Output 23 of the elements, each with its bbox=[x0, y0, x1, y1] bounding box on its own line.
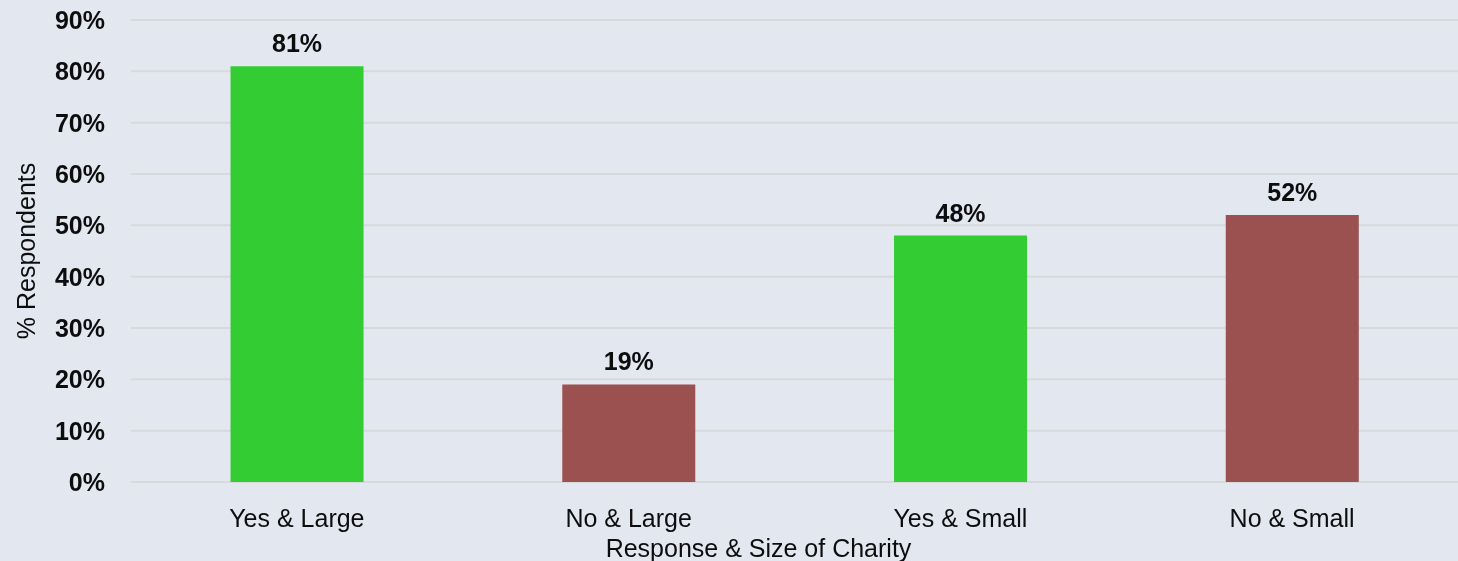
bar bbox=[1225, 215, 1359, 482]
bar bbox=[894, 235, 1028, 482]
y-tick-label: 30% bbox=[54, 314, 105, 342]
x-tick-label: Yes & Small bbox=[893, 504, 1028, 532]
y-tick-label: 0% bbox=[68, 468, 105, 496]
y-tick-label: 90% bbox=[54, 6, 105, 34]
data-label: 52% bbox=[1267, 178, 1318, 207]
data-label: 19% bbox=[603, 347, 654, 376]
y-tick-label: 10% bbox=[54, 416, 105, 445]
y-axis-title: % Respondents bbox=[12, 162, 40, 340]
y-tick-label: 50% bbox=[54, 211, 105, 240]
y-tick-label: 60% bbox=[54, 160, 105, 188]
bar bbox=[230, 66, 364, 482]
y-tick-label: 20% bbox=[54, 365, 105, 394]
y-tick-label: 40% bbox=[54, 262, 105, 291]
y-tick-label: 80% bbox=[54, 57, 105, 86]
x-tick-label: No & Small bbox=[1229, 504, 1355, 532]
y-tick-label: 70% bbox=[54, 108, 105, 137]
bar bbox=[562, 384, 696, 482]
x-tick-label: Yes & Large bbox=[229, 504, 365, 532]
x-tick-label: No & Large bbox=[565, 504, 692, 532]
data-label: 81% bbox=[272, 29, 323, 58]
data-label: 48% bbox=[935, 198, 986, 227]
